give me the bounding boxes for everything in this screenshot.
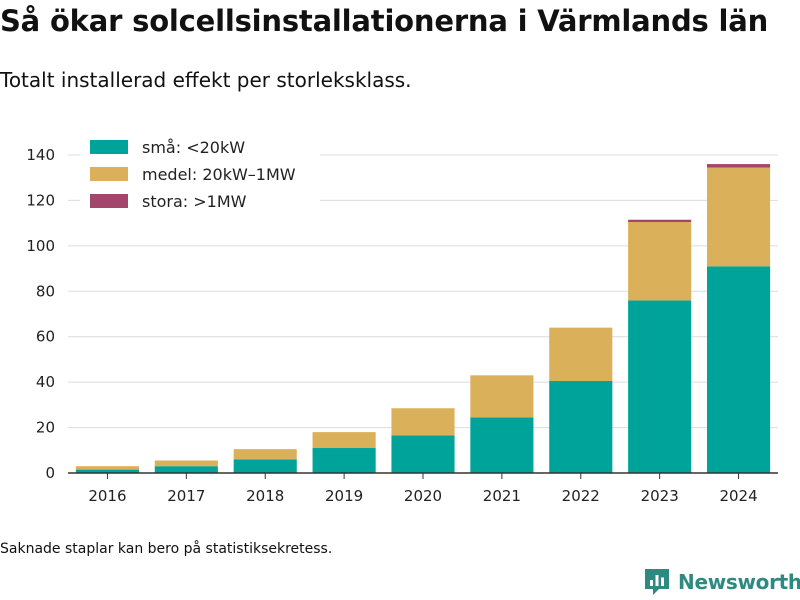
x-tick-label: 2017	[167, 487, 205, 505]
y-tick-label: 20	[36, 419, 55, 437]
bar-segment	[549, 381, 613, 473]
bar-segment	[312, 448, 376, 473]
y-tick-label: 60	[36, 328, 55, 346]
bar-segment	[707, 167, 771, 267]
bar-segment	[233, 459, 297, 473]
footnote: Saknade staplar kan bero på statistiksek…	[0, 541, 333, 557]
bar-segment	[154, 460, 218, 467]
legend-label: små: <20kW	[142, 138, 245, 157]
y-tick-label: 40	[36, 373, 55, 391]
legend-label: stora: >1MW	[142, 192, 247, 211]
legend-swatch	[90, 167, 128, 181]
bar-segment	[470, 417, 534, 473]
x-tick-label: 2022	[562, 487, 600, 505]
bar-segment	[549, 327, 613, 382]
bar-segment	[628, 222, 692, 301]
bar-segment	[75, 469, 139, 473]
bar-segment	[628, 219, 692, 223]
brand-logo: Newsworthy	[644, 568, 800, 596]
x-tick-label: 2024	[719, 487, 757, 505]
brand-name: Newsworthy	[678, 570, 800, 594]
x-tick-label: 2019	[325, 487, 363, 505]
bar-segment	[233, 449, 297, 460]
bar-segment	[470, 375, 534, 418]
chart-subtitle: Totalt installerad effekt per storlekskl…	[0, 68, 412, 92]
x-tick-label: 2020	[404, 487, 442, 505]
bar-segment	[707, 266, 771, 473]
legend-label: medel: 20kW–1MW	[142, 165, 296, 184]
y-tick-label: 140	[26, 146, 55, 164]
y-tick-label: 0	[45, 464, 55, 482]
x-tick-label: 2023	[641, 487, 679, 505]
legend-swatch	[90, 140, 128, 154]
x-tick-label: 2016	[88, 487, 126, 505]
bar-segment	[154, 466, 218, 473]
chart-logo-icon	[645, 569, 669, 595]
bar-segment	[628, 300, 692, 473]
legend-swatch	[90, 194, 128, 208]
bar-segment	[391, 435, 455, 473]
bar-segment	[391, 408, 455, 436]
y-tick-label: 80	[36, 282, 55, 300]
bar-segment	[707, 164, 771, 168]
y-tick-label: 100	[26, 237, 55, 255]
y-tick-label: 120	[26, 191, 55, 209]
x-tick-label: 2018	[246, 487, 284, 505]
chart-title: Så ökar solcellsinstallationerna i Värml…	[0, 4, 769, 38]
x-tick-label: 2021	[483, 487, 521, 505]
bar-segment	[75, 466, 139, 470]
bar-segment	[312, 432, 376, 449]
legend: små: <20kW medel: 20kW–1MW stora: >1MW	[80, 128, 320, 214]
